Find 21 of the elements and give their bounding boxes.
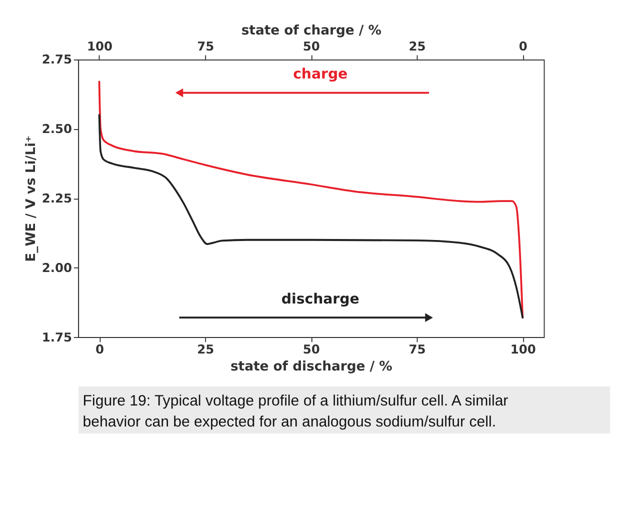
y-tick-label: 2.75 [42, 52, 72, 67]
x-tick-label: 75 [408, 342, 426, 356]
caption: Figure 19: Typical voltage profile of a lithium/sulfur cell. A similar behavior can be expected for an analogous sodium/sulfur cell. [82, 392, 508, 430]
x-axis-title: state of discharge / % [230, 359, 392, 374]
y-tick-label: 2.25 [42, 191, 72, 206]
text: charge [293, 66, 348, 83]
y-axis-title: E_WE / V vs Li/Li⁺ [24, 136, 40, 262]
y-tick-label: 2.50 [42, 122, 72, 136]
y-tick-label: 1.75 [42, 330, 72, 344]
x2-tick-label: 75 [197, 40, 214, 54]
x-tick-label: 50 [302, 342, 320, 356]
x-tick-label: 100 [510, 342, 536, 356]
x-tick-label: 0 [95, 342, 104, 356]
x2-axis-title: state of charge / % [241, 24, 382, 39]
x2-tick-label: 100 [86, 40, 112, 54]
x-tick-label: 25 [197, 342, 214, 356]
x2-tick-label: 0 [518, 40, 528, 54]
text: discharge [281, 291, 360, 308]
y-tick-label: 2.00 [42, 260, 72, 275]
x2-tick-label: 50 [302, 40, 320, 54]
x2-tick-label: 25 [408, 40, 426, 54]
